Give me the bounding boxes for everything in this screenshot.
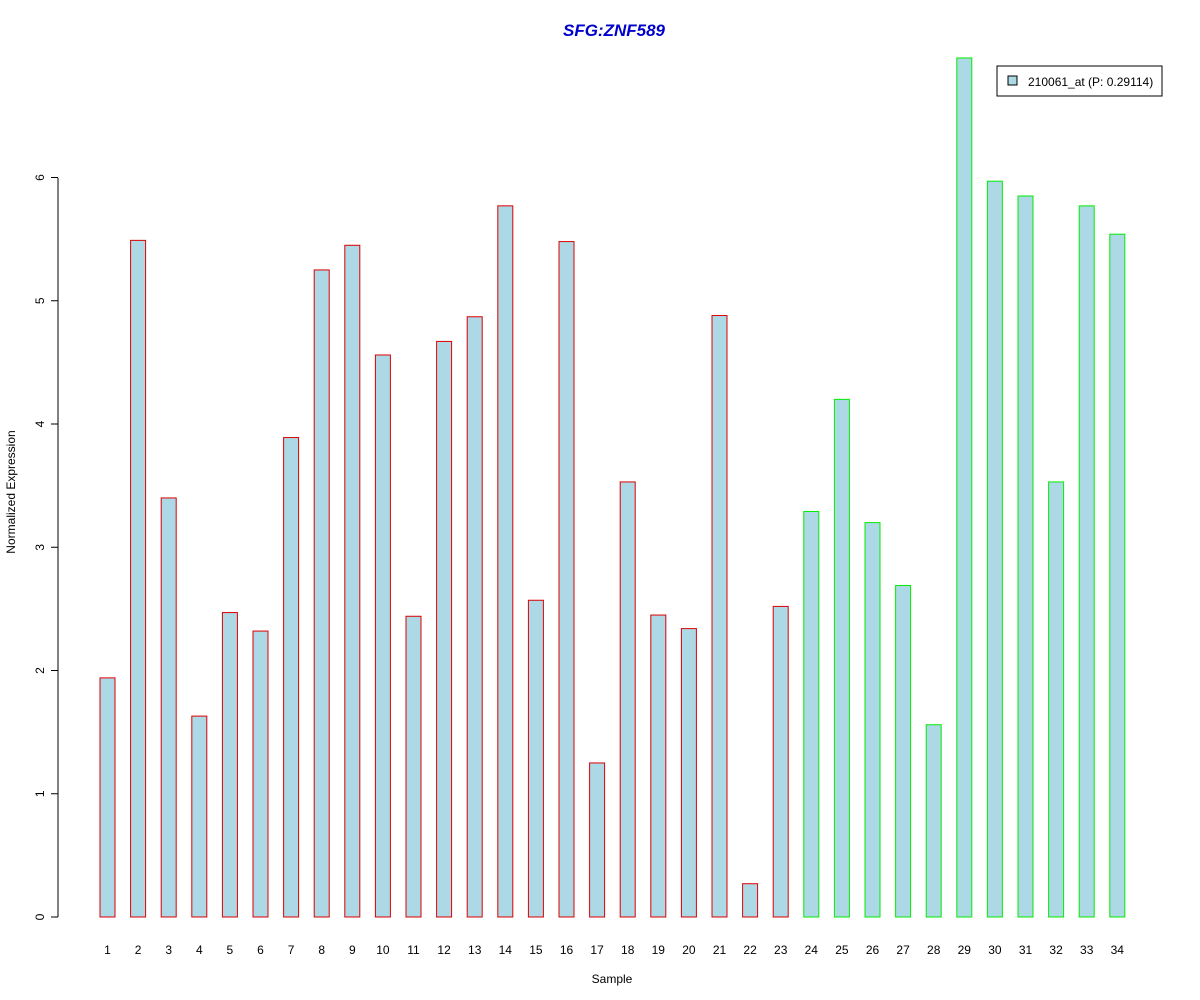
bar-sample-32 — [1048, 481, 1065, 918]
x-tick-label: 2 — [135, 943, 142, 957]
bar-sample-24 — [803, 511, 820, 918]
y-tick-label: 5 — [33, 297, 47, 304]
x-tick-label: 30 — [988, 943, 1002, 957]
bar-sample-22 — [742, 883, 759, 918]
bar-sample-21 — [711, 315, 728, 918]
x-tick-label: 28 — [927, 943, 941, 957]
y-tick-label: 6 — [33, 174, 47, 181]
chart-title: SFG:ZNF589 — [563, 21, 666, 40]
x-tick-label: 24 — [805, 943, 819, 957]
x-tick-label: 9 — [349, 943, 356, 957]
y-tick-label: 2 — [33, 667, 47, 674]
bar-sample-2 — [130, 239, 147, 918]
bars-group — [99, 57, 1126, 918]
x-tick-label: 20 — [682, 943, 696, 957]
x-tick-label: 17 — [590, 943, 604, 957]
y-axis-label: Normalized Expression — [4, 430, 18, 553]
x-tick-label: 16 — [560, 943, 574, 957]
bar-sample-4 — [191, 715, 208, 918]
bar-sample-20 — [680, 628, 697, 918]
x-axis-tick-labels: 1 2 3 4 5 6 7 8 9 10 11 12 13 14 15 16 17 18 19 20 21 22 23 24 2… — [104, 943, 1124, 957]
x-tick-label: 21 — [713, 943, 727, 957]
bar-sample-30 — [986, 180, 1003, 918]
x-tick-label: 32 — [1049, 943, 1063, 957]
bar-sample-12 — [436, 340, 453, 918]
x-tick-label: 8 — [318, 943, 325, 957]
bar-sample-34 — [1109, 233, 1126, 918]
x-tick-label: 3 — [165, 943, 172, 957]
x-axis-label: Sample — [592, 972, 633, 986]
x-tick-label: 26 — [866, 943, 880, 957]
bar-sample-18 — [619, 481, 636, 918]
legend-label: 210061_at (P: 0.29114) — [1028, 75, 1153, 89]
y-tick-label: 4 — [33, 420, 47, 427]
bar-sample-25 — [833, 398, 850, 918]
bar-sample-19 — [650, 614, 667, 918]
x-tick-label: 19 — [652, 943, 666, 957]
x-tick-label: 23 — [774, 943, 788, 957]
bar-sample-5 — [221, 612, 238, 918]
x-tick-label: 1 — [104, 943, 111, 957]
legend: 210061_at (P: 0.29114) — [996, 65, 1163, 97]
y-tick-label: 1 — [33, 790, 47, 797]
bar-sample-7 — [283, 437, 300, 918]
x-tick-label: 7 — [288, 943, 295, 957]
x-tick-label: 34 — [1111, 943, 1125, 957]
x-tick-label: 6 — [257, 943, 264, 957]
bar-sample-13 — [466, 316, 483, 918]
y-tick-label: 3 — [33, 544, 47, 551]
x-tick-label: 4 — [196, 943, 203, 957]
bar-sample-29 — [956, 57, 973, 918]
bar-sample-31 — [1017, 195, 1034, 918]
bar-sample-3 — [160, 497, 177, 918]
x-tick-label: 22 — [743, 943, 757, 957]
x-tick-label: 29 — [958, 943, 972, 957]
x-tick-label: 27 — [896, 943, 910, 957]
y-axis-ticks: 0 1 2 3 4 5 6 — [33, 174, 58, 920]
bar-sample-11 — [405, 615, 422, 918]
x-tick-label: 13 — [468, 943, 482, 957]
x-tick-label: 18 — [621, 943, 635, 957]
bar-sample-23 — [772, 605, 789, 918]
x-tick-label: 31 — [1019, 943, 1033, 957]
legend-swatch — [1007, 75, 1018, 86]
x-tick-label: 25 — [835, 943, 849, 957]
x-tick-label: 12 — [437, 943, 451, 957]
bar-sample-6 — [252, 630, 269, 918]
bar-sample-9 — [344, 244, 361, 918]
x-tick-label: 14 — [499, 943, 513, 957]
bar-sample-33 — [1078, 205, 1095, 918]
bar-sample-28 — [925, 724, 942, 918]
bar-sample-16 — [558, 241, 575, 918]
bar-sample-17 — [589, 762, 606, 918]
x-tick-label: 11 — [407, 943, 420, 957]
bar-sample-14 — [497, 205, 514, 918]
y-tick-label: 0 — [33, 913, 47, 920]
bar-sample-1 — [99, 677, 116, 918]
x-tick-label: 15 — [529, 943, 543, 957]
bar-sample-10 — [374, 354, 391, 918]
bar-sample-27 — [895, 584, 912, 918]
bar-sample-15 — [527, 599, 544, 918]
bar-sample-26 — [864, 522, 881, 918]
x-tick-label: 10 — [376, 943, 390, 957]
bar-sample-8 — [313, 269, 330, 918]
x-tick-label: 33 — [1080, 943, 1094, 957]
legend-box — [996, 65, 1163, 97]
x-tick-label: 5 — [227, 943, 234, 957]
